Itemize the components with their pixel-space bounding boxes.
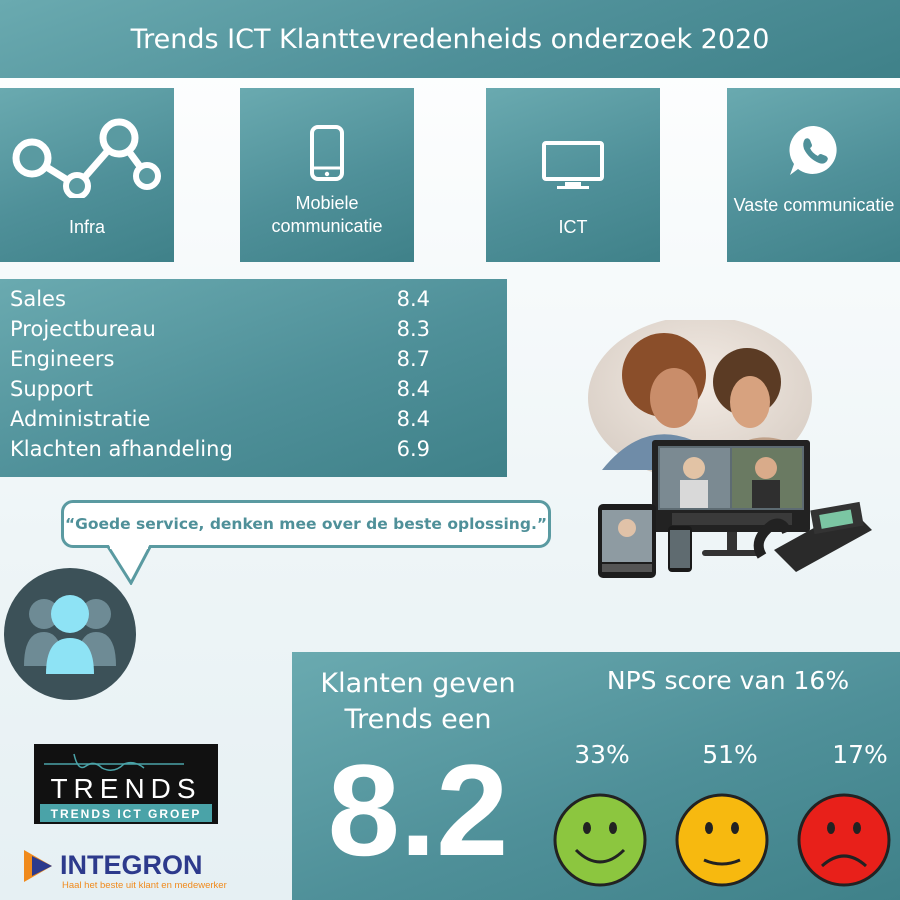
summary-line-2: Trends een xyxy=(344,704,492,735)
tile-label: Infra xyxy=(68,217,106,237)
integron-tagline: Haal het beste uit klant en medewerker xyxy=(62,880,227,891)
summary-line-1: Klanten geven xyxy=(320,668,516,699)
score-row-klachten: Klachten afhandeling 6.9 xyxy=(10,437,430,467)
whatsapp-phone-icon xyxy=(727,122,900,180)
tile-label: Mobiele communicatie xyxy=(271,193,383,236)
nps-title: NPS score van 16% xyxy=(606,666,850,695)
score-row-engineers: Engineers 8.7 xyxy=(10,347,430,377)
score-value: 8.7 xyxy=(396,347,430,371)
happy-face-icon xyxy=(553,793,647,887)
summary-heading: Klanten geven Trends een xyxy=(292,666,544,738)
quote-text: “Goede service, denken mee over de beste… xyxy=(64,515,548,533)
tile-label: ICT xyxy=(558,217,588,237)
score-label: Support xyxy=(10,377,94,401)
tile-label: Vaste communicatie xyxy=(733,195,895,215)
tile-ict: ICT xyxy=(486,88,660,262)
video-conference-photo xyxy=(582,316,900,582)
tile-vaste-communicatie: Vaste communicatie xyxy=(727,88,900,262)
trends-logo: TRENDS TRENDS ICT GROEP xyxy=(34,744,218,824)
score-label: Sales xyxy=(10,287,66,311)
score-row-projectbureau: Projectbureau 8.3 xyxy=(10,317,430,347)
overall-score: 8.2 xyxy=(327,737,509,883)
smartphone-icon xyxy=(240,124,414,182)
score-label: Projectbureau xyxy=(10,317,156,341)
quote-bubble: “Goede service, denken mee over de beste… xyxy=(61,500,551,548)
promoters-percentage: 33% xyxy=(574,740,630,769)
score-value: 6.9 xyxy=(396,437,430,461)
score-label: Engineers xyxy=(10,347,115,371)
sad-face-icon xyxy=(797,793,891,887)
monitor-icon xyxy=(486,140,660,192)
quote-bubble-tail xyxy=(105,545,153,585)
customers-avatar xyxy=(4,568,136,700)
neutral-face-icon xyxy=(675,793,769,887)
passives-percentage: 51% xyxy=(702,740,758,769)
trends-subtitle: TRENDS ICT GROEP xyxy=(51,807,202,821)
score-label: Klachten afhandeling xyxy=(10,437,233,461)
score-row-administratie: Administratie 8.4 xyxy=(10,407,430,437)
score-value: 8.3 xyxy=(396,317,430,341)
integron-wordmark: INTEGRON xyxy=(60,850,203,880)
score-value: 8.4 xyxy=(396,377,430,401)
score-value: 8.4 xyxy=(396,407,430,431)
score-value: 8.4 xyxy=(396,287,430,311)
score-row-sales: Sales 8.4 xyxy=(10,287,430,317)
department-scores: Sales 8.4 Projectbureau 8.3 Engineers 8.… xyxy=(0,279,507,477)
people-icon xyxy=(24,595,116,674)
title-banner: Trends ICT Klanttevredenheids onderzoek … xyxy=(0,0,900,78)
detractors-percentage: 17% xyxy=(832,740,888,769)
page-title: Trends ICT Klanttevredenheids onderzoek … xyxy=(130,23,770,55)
integron-logo: INTEGRON Haal het beste uit klant en med… xyxy=(22,844,252,894)
score-row-support: Support 8.4 xyxy=(10,377,430,407)
tile-infra: Infra xyxy=(0,88,174,262)
summary-panel: Klanten geven Trends een 8.2 NPS score v… xyxy=(292,652,900,900)
tile-mobiele-communicatie: Mobiele communicatie xyxy=(240,88,414,262)
score-label: Administratie xyxy=(10,407,151,431)
network-nodes-icon xyxy=(0,108,174,198)
trends-wordmark: TRENDS xyxy=(50,773,201,804)
